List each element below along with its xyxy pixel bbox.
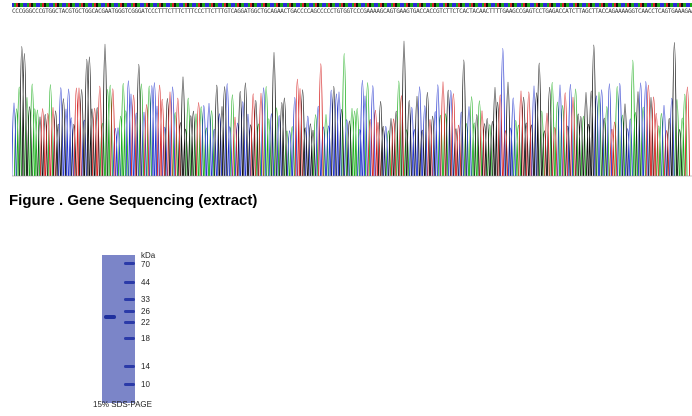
figure-caption: Figure . Gene Sequencing (extract) [9,192,258,209]
gel-image [102,255,135,403]
marker-band-33 [124,298,135,301]
marker-band-44 [124,281,135,284]
marker-label-22: 22 [141,318,150,327]
gel-caption: 15% SDS-PAGE [93,400,152,409]
marker-band-18 [124,337,135,340]
trace-c [12,48,675,177]
sequence-text: CCCGGGCCCGTGGCTACGTGCTGGCACGAATGGGTCGGGA… [12,8,692,15]
trace-t [39,63,691,177]
marker-band-70 [124,262,135,265]
sequence-quality-bar [12,3,692,7]
marker-band-14 [124,365,135,368]
sds-page-gel-figure: kDa 70 44 33 26 22 18 14 10 15% SDS-PAGE [88,248,178,414]
marker-band-10 [124,383,135,386]
marker-label-44: 44 [141,278,150,287]
marker-label-33: 33 [141,295,150,304]
marker-label-70: 70 [141,260,150,269]
kda-unit-label: kDa [141,251,156,260]
trace-a [13,53,688,177]
marker-label-10: 10 [141,380,150,389]
marker-band-26 [124,310,135,313]
marker-label-18: 18 [141,334,150,343]
chromatogram-trace [12,40,692,177]
marker-label-26: 26 [141,307,150,316]
trace-g [19,40,683,177]
sample-protein-band [104,315,116,319]
marker-band-22 [124,321,135,324]
marker-label-14: 14 [141,362,150,371]
